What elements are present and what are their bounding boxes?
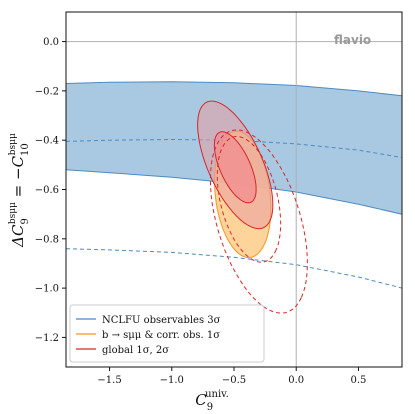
legend-box <box>69 304 265 363</box>
global-dashed-1sigma <box>216 135 282 263</box>
global-dashed-2sigma <box>209 129 308 314</box>
x-tick-label: 0.0 <box>288 375 304 386</box>
nclfu-upper-line <box>66 81 402 97</box>
y-tick-label: −0.8 <box>35 234 59 245</box>
legend-label-global: global 1σ, 2σ <box>102 345 169 356</box>
legend-label-bsmumu: b → sμμ & corr. obs. 1σ <box>102 330 220 341</box>
y-axis-label: ΔC9bsμμ = −C10bsμμ <box>8 133 31 248</box>
x-tick-label: −1.5 <box>97 375 121 386</box>
x-tick-label: 0.5 <box>350 375 366 386</box>
y-tick-label: −1.2 <box>35 333 59 344</box>
global-1sigma-contour <box>213 131 257 204</box>
x-tick-label: −0.5 <box>222 375 246 386</box>
watermark: flavio <box>334 33 371 47</box>
y-tick-label: −0.6 <box>35 185 59 196</box>
y-tick-label: −1.0 <box>35 284 59 295</box>
x-axis-label: C9univ. <box>195 389 229 413</box>
y-tick-label: −0.4 <box>35 136 59 147</box>
legend: NCLFU observables 3σ b → sμμ & corr. obs… <box>69 304 265 363</box>
legend-label-nclfu: NCLFU observables 3σ <box>102 315 221 326</box>
y-tick-label: −0.2 <box>35 86 59 97</box>
x-tick-label: −1.0 <box>160 375 184 386</box>
nclfu-dashed-lower <box>66 248 402 289</box>
y-tick-label: 0.0 <box>43 37 59 48</box>
